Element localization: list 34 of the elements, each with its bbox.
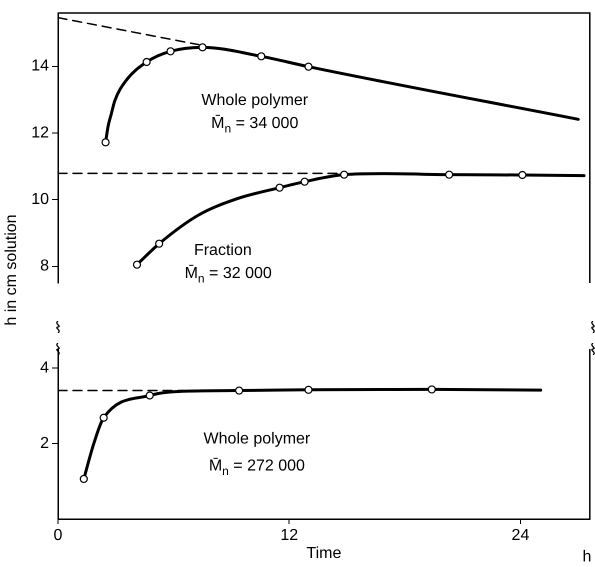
point (142, 58, 151, 66)
point (132, 260, 142, 269)
annotation: Fraction (194, 242, 252, 260)
point (155, 240, 164, 248)
point (100, 414, 108, 422)
point (166, 47, 175, 56)
point (235, 386, 244, 395)
x-tick-label: 12 (280, 527, 298, 544)
y-tick-label: 10 (31, 191, 50, 208)
annotation: Whole polymer (204, 430, 311, 448)
x-tick-label: 24 (512, 527, 530, 544)
point (304, 62, 313, 71)
point (80, 474, 88, 484)
point (198, 43, 207, 52)
point (101, 138, 110, 146)
y-tick-label: 8 (40, 258, 50, 275)
point (304, 386, 313, 394)
x-axis-title: Time (306, 544, 342, 562)
point (340, 170, 348, 179)
point (518, 170, 526, 180)
point (445, 170, 454, 179)
y-tick-label: 12 (31, 124, 50, 142)
annotation: Whole polymer (201, 92, 309, 110)
y-tick-label: 14 (31, 58, 50, 75)
y-axis-title: h in cm solution (2, 214, 21, 326)
point (146, 391, 154, 400)
x-tick-label: 0 (54, 527, 63, 544)
point (300, 178, 309, 186)
y-tick-label: 2 (40, 434, 50, 452)
point (257, 52, 266, 60)
point (428, 385, 436, 394)
y-tick-label: 4 (40, 359, 50, 376)
point (275, 184, 284, 192)
text: h (582, 548, 592, 566)
